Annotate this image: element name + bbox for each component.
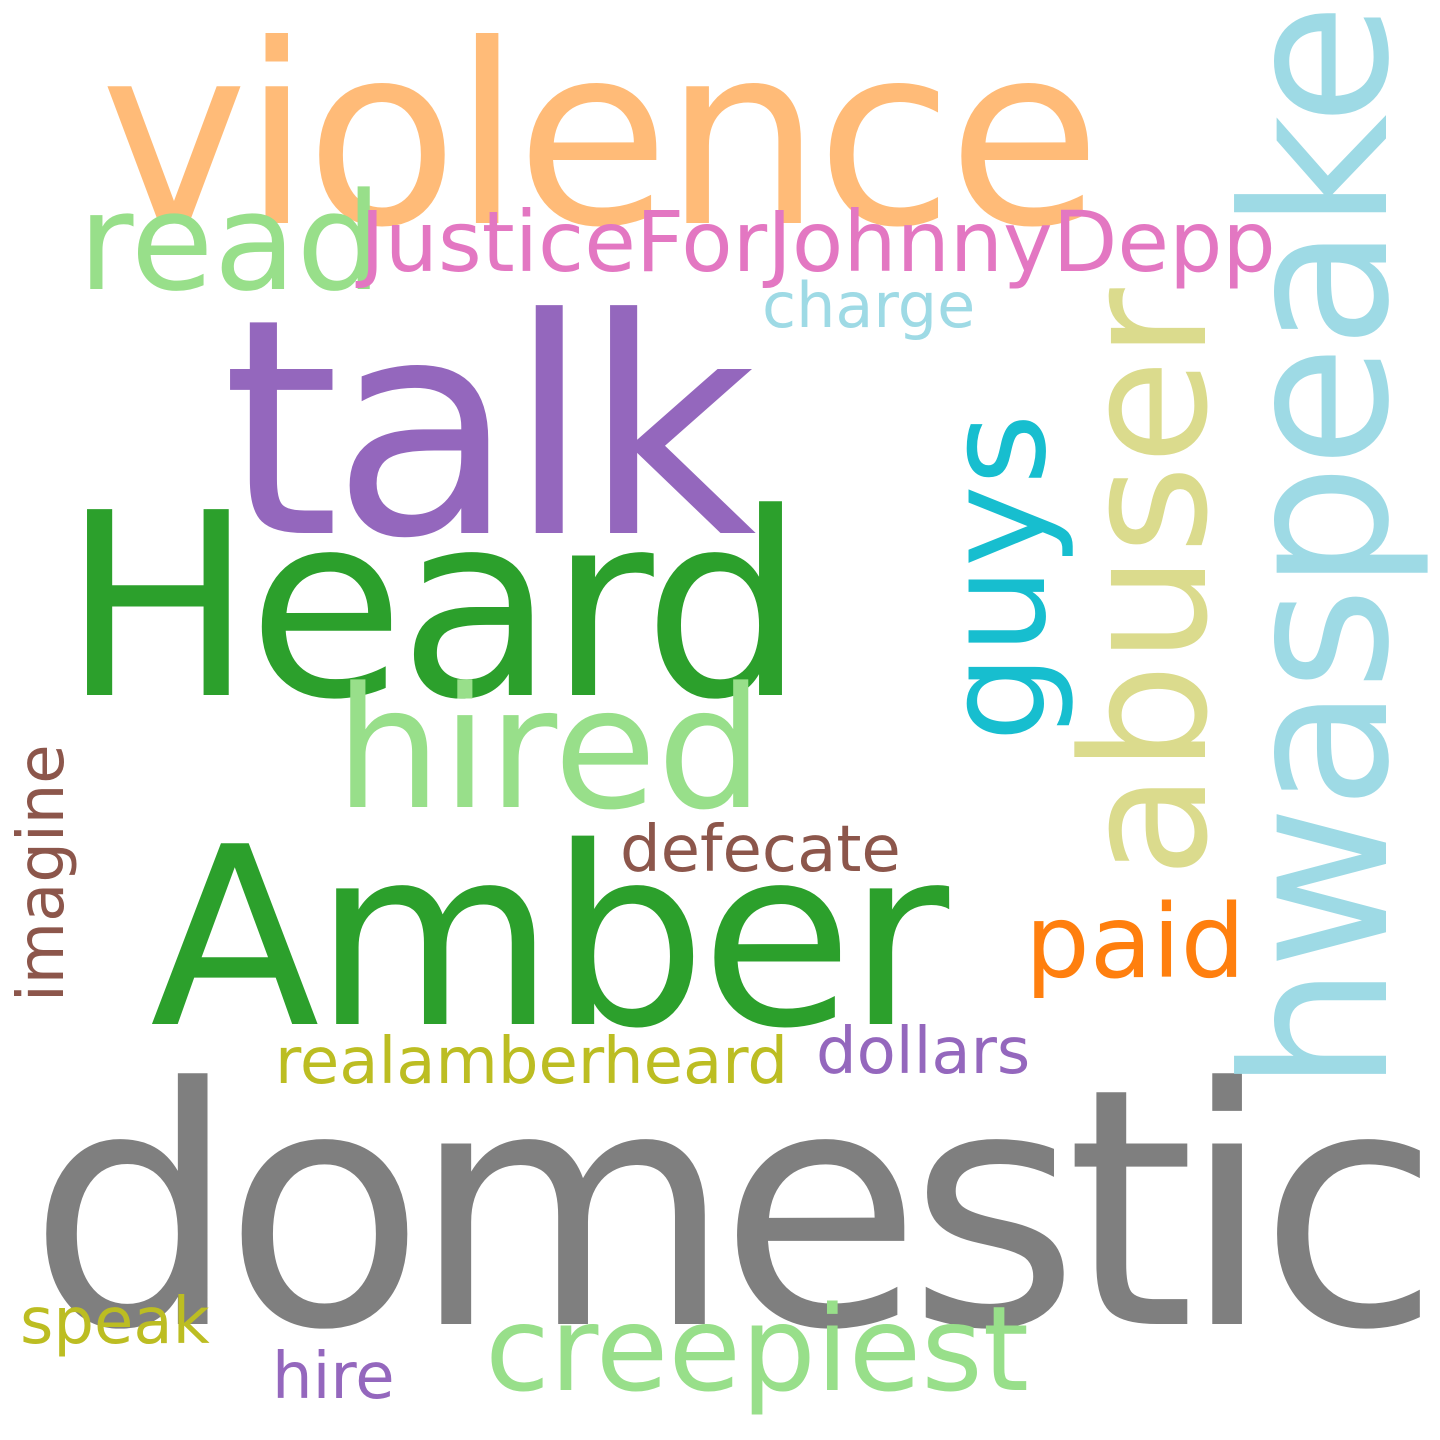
word-domestic: domestic [28,1018,1440,1402]
word-hired: hired [335,651,764,847]
word-amber: Amber [150,795,949,1083]
word-talk: talk [222,255,757,604]
word-hwaspeakers: hwaspeakers [1201,0,1434,1092]
word-speak: speak [20,1285,210,1359]
word-hire: hire [272,1340,395,1414]
word-imagine: imagine [5,744,79,1002]
word-defecate: defecate [620,813,901,887]
word-justicefor-johnnydepp: JusticeForJohnnyDepp [360,193,1276,291]
word-paid: paid [1025,883,1246,1002]
word-read: read [78,164,383,321]
word-violence: violence [100,0,1101,282]
word-charge: charge [762,269,976,342]
word-dollars: dollars [816,1015,1031,1089]
word-creepiest: creepiest [485,1280,1030,1418]
word-heard: Heard [62,459,805,756]
word-realamberheard: realamberheard [275,1025,788,1099]
